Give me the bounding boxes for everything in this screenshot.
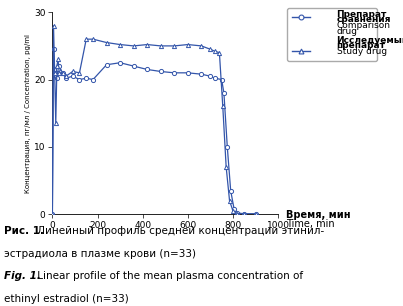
Text: Comparison: Comparison	[337, 21, 391, 30]
Text: Время, мин: Время, мин	[286, 210, 351, 220]
Text: сравнения: сравнения	[337, 15, 391, 24]
Y-axis label: Концентрация, пг/мл / Concentration, pg/ml: Концентрация, пг/мл / Concentration, pg/…	[25, 34, 31, 193]
Text: Study drug: Study drug	[337, 47, 387, 56]
Text: Линейный профиль средней концентрации этинил-: Линейный профиль средней концентрации эт…	[34, 226, 324, 237]
Text: Fig. 1.: Fig. 1.	[4, 271, 41, 281]
Text: ethinyl estradiol (n=33): ethinyl estradiol (n=33)	[4, 294, 129, 304]
Text: drug: drug	[337, 27, 357, 36]
Text: препарат: препарат	[337, 41, 386, 50]
Text: Исследуемый: Исследуемый	[337, 36, 403, 45]
Text: эстрадиола в плазме крови (n=33): эстрадиола в плазме крови (n=33)	[4, 249, 196, 259]
Text: Linear profile of the mean plasma concentration of: Linear profile of the mean plasma concen…	[34, 271, 303, 281]
Text: Time, min: Time, min	[286, 219, 335, 229]
Legend: placeholder1, placeholder2: placeholder1, placeholder2	[287, 8, 377, 61]
Text: Рис. 1.: Рис. 1.	[4, 226, 44, 237]
Text: Препарат: Препарат	[337, 10, 387, 19]
